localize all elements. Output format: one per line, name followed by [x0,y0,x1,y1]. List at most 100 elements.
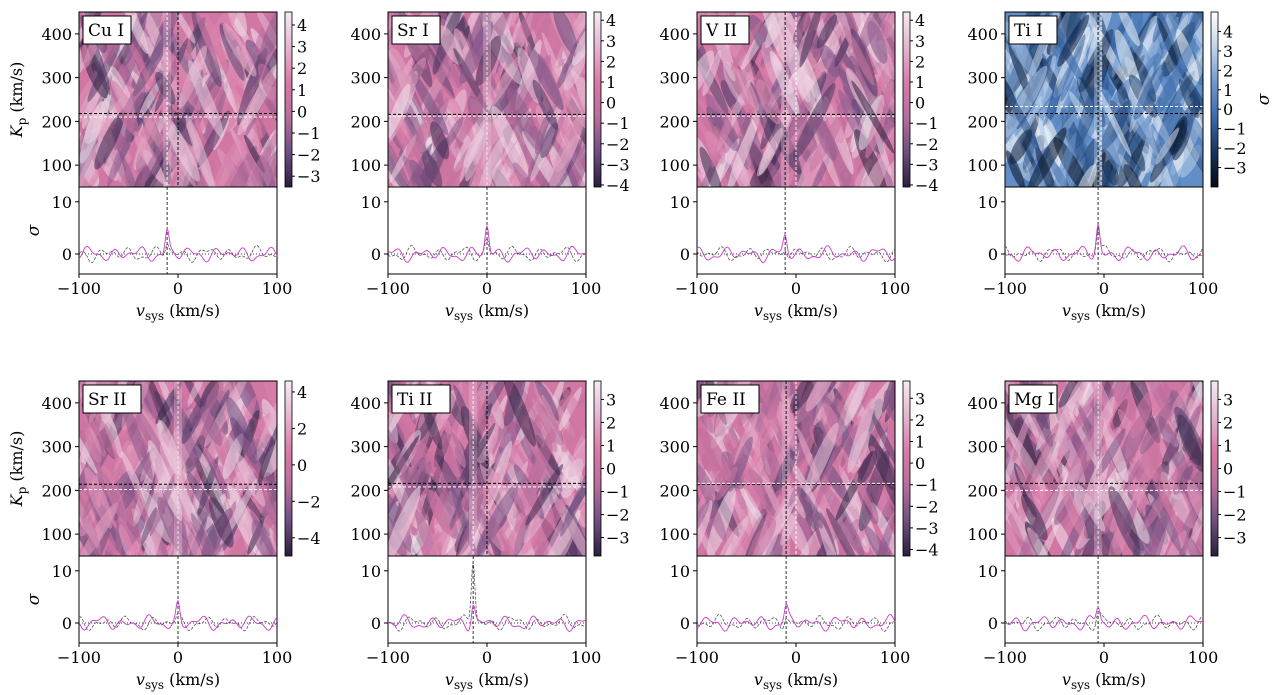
colorbar-tick-label: 1 [915,73,925,92]
species-label-box [1008,15,1058,45]
kp-tick-label: 100 [967,525,998,544]
vsys-axis-label: vsys (km/s) [754,670,838,692]
kp-tick-label: 200 [967,481,998,500]
colorbar-tick-label: 3 [297,38,307,57]
colorbar-tick-label: −2 [297,146,321,165]
colorbar-tick-label: −3 [297,167,321,186]
vsys-tick-label: 0 [482,279,492,298]
sigma-tick-label: 10 [978,562,998,581]
colorbar-tick-label: −1 [606,483,630,502]
colorbar-tick-label: −3 [606,529,630,548]
colorbar-tick-label: −2 [606,506,630,525]
colorbar-label: σ [1254,93,1274,105]
colorbar-tick-label: 1 [1223,436,1233,455]
colorbar-tick-label: −2 [297,492,321,511]
colorbar-tick-label: 0 [915,94,925,113]
sigma-axis-label: σ [24,593,44,605]
colorbar [593,11,602,188]
sigma-axis-label: σ [24,224,44,236]
kp-tick-label: 400 [350,394,381,413]
species-label-text: Mg I [1014,390,1054,410]
colorbar-tick-label: −1 [1223,483,1247,502]
series-gray [1004,228,1204,263]
series-magenta [78,227,278,263]
vsys-tick-label: 100 [571,279,602,298]
species-label: Sr II [82,384,142,414]
colorbar [902,11,911,188]
species-label: Cu I [82,15,132,45]
heatmap-image [1005,381,1203,556]
series-magenta [387,225,587,263]
colorbar-tick-label: 0 [606,460,616,479]
vsys-tick-label: 0 [173,648,183,667]
vsys-tick-label: 0 [173,279,183,298]
colorbar-tick-label: 4 [606,11,616,30]
kp-tick-label: 400 [659,394,690,413]
sigma-panel-frame [78,186,278,275]
kp-tick-label: 300 [41,69,72,88]
kp-tick-label: 300 [350,438,381,457]
series-gray [78,612,278,632]
kp-tick-label: 400 [350,25,381,44]
colorbar-tick-label: −3 [1223,159,1247,178]
colorbar-tick-label: −3 [915,155,939,174]
colorbar-tick-label: −3 [1223,529,1247,548]
colorbar-tick-label: 0 [915,454,925,473]
vsys-tick-label: 0 [1099,279,1109,298]
species-label-box [82,15,132,45]
series-gray [387,561,587,632]
series-gray [696,613,896,632]
kp-tick-label: 200 [41,481,72,500]
vsys-axis-label: vsys (km/s) [754,301,838,323]
species-label: Mg I [1008,384,1058,414]
vsys-tick-label: 0 [791,279,801,298]
kp-tick-label: 300 [659,438,690,457]
vsys-axis-label: vsys (km/s) [445,301,529,323]
vsys-tick-label: −100 [366,279,410,298]
sigma-tick-label: 0 [62,614,72,633]
kp-tick-label: 100 [41,525,72,544]
colorbar-tick-label: 3 [1223,390,1233,409]
heatmap-image [388,381,586,556]
colorbar-tick-label: −1 [915,114,939,133]
sigma-panel-frame [1004,186,1204,275]
vsys-tick-label: 0 [1099,648,1109,667]
colorbar-tick-label: 4 [297,383,307,402]
sigma-panel-frame [78,555,278,644]
species-label-text: Sr I [397,21,429,41]
species-label-box [700,15,750,45]
series-gray [387,237,587,262]
colorbar-tick-label: 1 [606,73,616,92]
species-label-text: Sr II [88,390,127,410]
colorbar-tick-label: −1 [297,124,321,143]
colorbar-tick-label: 0 [297,102,307,121]
sigma-panel-frame [696,555,896,644]
kp-tick-label: 300 [967,438,998,457]
sigma-tick-label: 0 [680,245,690,264]
kp-tick-label: 200 [41,112,72,131]
colorbar-tick-label: 0 [1223,460,1233,479]
heatmap-image [1005,12,1203,187]
series-magenta [696,233,896,263]
species-label-box [82,384,142,414]
kp-tick-label: 100 [350,156,381,175]
colorbar-tick-label: 3 [606,32,616,51]
sigma-panel-frame [1004,555,1204,644]
colorbar-tick-label: −4 [915,541,939,560]
species-label-box [391,384,451,414]
colorbar-tick-label: −1 [1223,120,1247,139]
species-label: Ti II [391,384,451,414]
sigma-tick-label: 0 [680,614,690,633]
kp-tick-label: 100 [41,156,72,175]
vsys-tick-label: 0 [791,648,801,667]
vsys-axis-label: vsys (km/s) [1062,301,1146,323]
colorbar-tick-label: 4 [1223,22,1233,41]
vsys-tick-label: −100 [983,279,1027,298]
colorbar-tick-label: 2 [297,59,307,78]
heatmap-image [697,12,895,187]
